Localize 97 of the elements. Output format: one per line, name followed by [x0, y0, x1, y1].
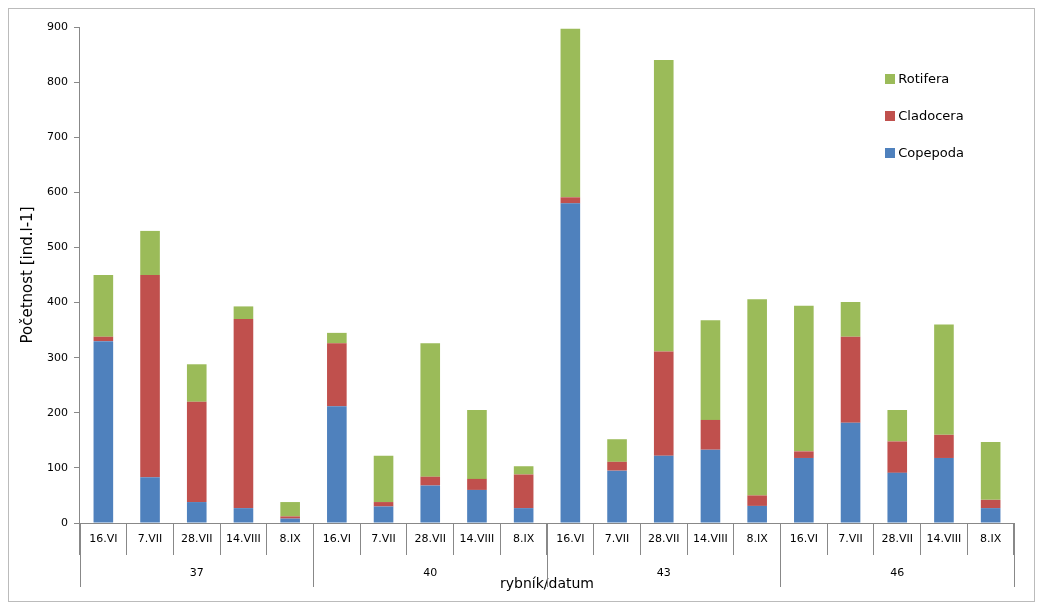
bar [653, 60, 674, 352]
x-tick-label: 7.VII [371, 532, 396, 546]
text: 37 [189, 565, 204, 579]
bar [420, 476, 441, 486]
text: 43 [656, 565, 671, 579]
bar [513, 466, 534, 475]
bar [934, 457, 954, 523]
bar [280, 516, 300, 519]
bar [513, 508, 534, 523]
y-tick-label: 500 [47, 240, 68, 254]
bar [607, 461, 627, 471]
y-tick-label: 200 [47, 405, 68, 419]
bar [794, 305, 814, 452]
bar [887, 441, 908, 473]
bar [140, 275, 160, 478]
y-axis-title: Početnost [ind.l-1] [17, 206, 36, 344]
x-tick-label: 14.VIII [926, 532, 962, 546]
bar [467, 489, 487, 523]
bar [700, 320, 721, 420]
y-tick-label: 100 [47, 460, 68, 474]
bar [280, 502, 300, 517]
bar [420, 343, 441, 477]
bar [467, 410, 487, 479]
x-tick-label: 7.VII [838, 532, 863, 546]
x-tick-label: 28.VII [414, 532, 447, 546]
y-tick-label: 400 [47, 295, 68, 309]
bar [840, 302, 861, 337]
x-tick-label: 28.VII [647, 532, 680, 546]
bar [513, 474, 534, 509]
bar [887, 410, 908, 442]
bar [980, 499, 1001, 509]
y-tick-label: 800 [47, 74, 68, 88]
x-tick-label: 14.VIII [459, 532, 495, 546]
x-tick-label: 7.VII [604, 532, 630, 546]
bar [373, 455, 394, 503]
bar [233, 306, 254, 320]
legend-label: Rotifera [898, 71, 950, 86]
legend-label: Cladocera [898, 108, 964, 123]
bar [327, 406, 347, 523]
bar [420, 485, 441, 523]
x-tick-label: 16.VI [89, 532, 118, 546]
bar [653, 455, 674, 523]
text: 40 [423, 565, 438, 579]
bar [794, 451, 814, 458]
bar [233, 319, 254, 509]
bar [980, 508, 1001, 523]
bar [700, 449, 721, 523]
bar [373, 506, 394, 523]
x-tick-label: 16.VI [322, 532, 351, 546]
bar [186, 401, 207, 503]
bar [186, 502, 207, 523]
bar [934, 324, 954, 435]
bar [607, 470, 627, 523]
x-tick-label: 8.IX [980, 532, 1002, 546]
bar [93, 275, 114, 337]
bar [653, 351, 674, 456]
bar [980, 441, 1001, 500]
bar [747, 299, 767, 496]
bar [840, 336, 861, 423]
bar [233, 508, 254, 523]
y-tick-label: 300 [47, 350, 68, 364]
bar [560, 28, 581, 198]
bar [140, 230, 160, 275]
x-tick-label: 28.VII [180, 532, 213, 546]
bar [840, 422, 861, 523]
x-tick-label: 14.VIII [226, 532, 261, 546]
bar [93, 341, 114, 523]
x-tick-label: 16.VI [556, 532, 585, 546]
x-tick-label: 8.IX [746, 532, 769, 546]
bar [186, 364, 207, 402]
bar [327, 332, 347, 344]
x-tick-label: 14.VIII [693, 532, 728, 546]
y-tick-label: 700 [47, 130, 68, 144]
bar [747, 495, 767, 506]
x-tick-label: 8.IX [513, 532, 535, 546]
x-tick-label: 7.VII [137, 532, 163, 546]
y-tick-label: 0 [61, 515, 68, 529]
bar [794, 457, 814, 523]
bar [560, 203, 581, 523]
bar [560, 197, 581, 204]
text: 46 [890, 565, 905, 579]
bar [887, 472, 908, 523]
bar [934, 434, 954, 458]
bar [747, 505, 767, 523]
x-tick-label: 8.IX [279, 532, 302, 546]
x-axis-title: rybník/datum [500, 575, 594, 592]
y-tick-label: 900 [47, 19, 68, 33]
bar [700, 419, 721, 450]
bar [607, 439, 627, 462]
x-tick-label: 16.VI [789, 532, 818, 546]
x-tick-label: 28.VII [881, 532, 914, 546]
bar [280, 518, 300, 523]
y-tick-label: 600 [47, 185, 68, 199]
bar [327, 343, 347, 407]
bar [467, 478, 487, 490]
bar [140, 477, 160, 523]
legend-label: Copepoda [898, 145, 964, 160]
